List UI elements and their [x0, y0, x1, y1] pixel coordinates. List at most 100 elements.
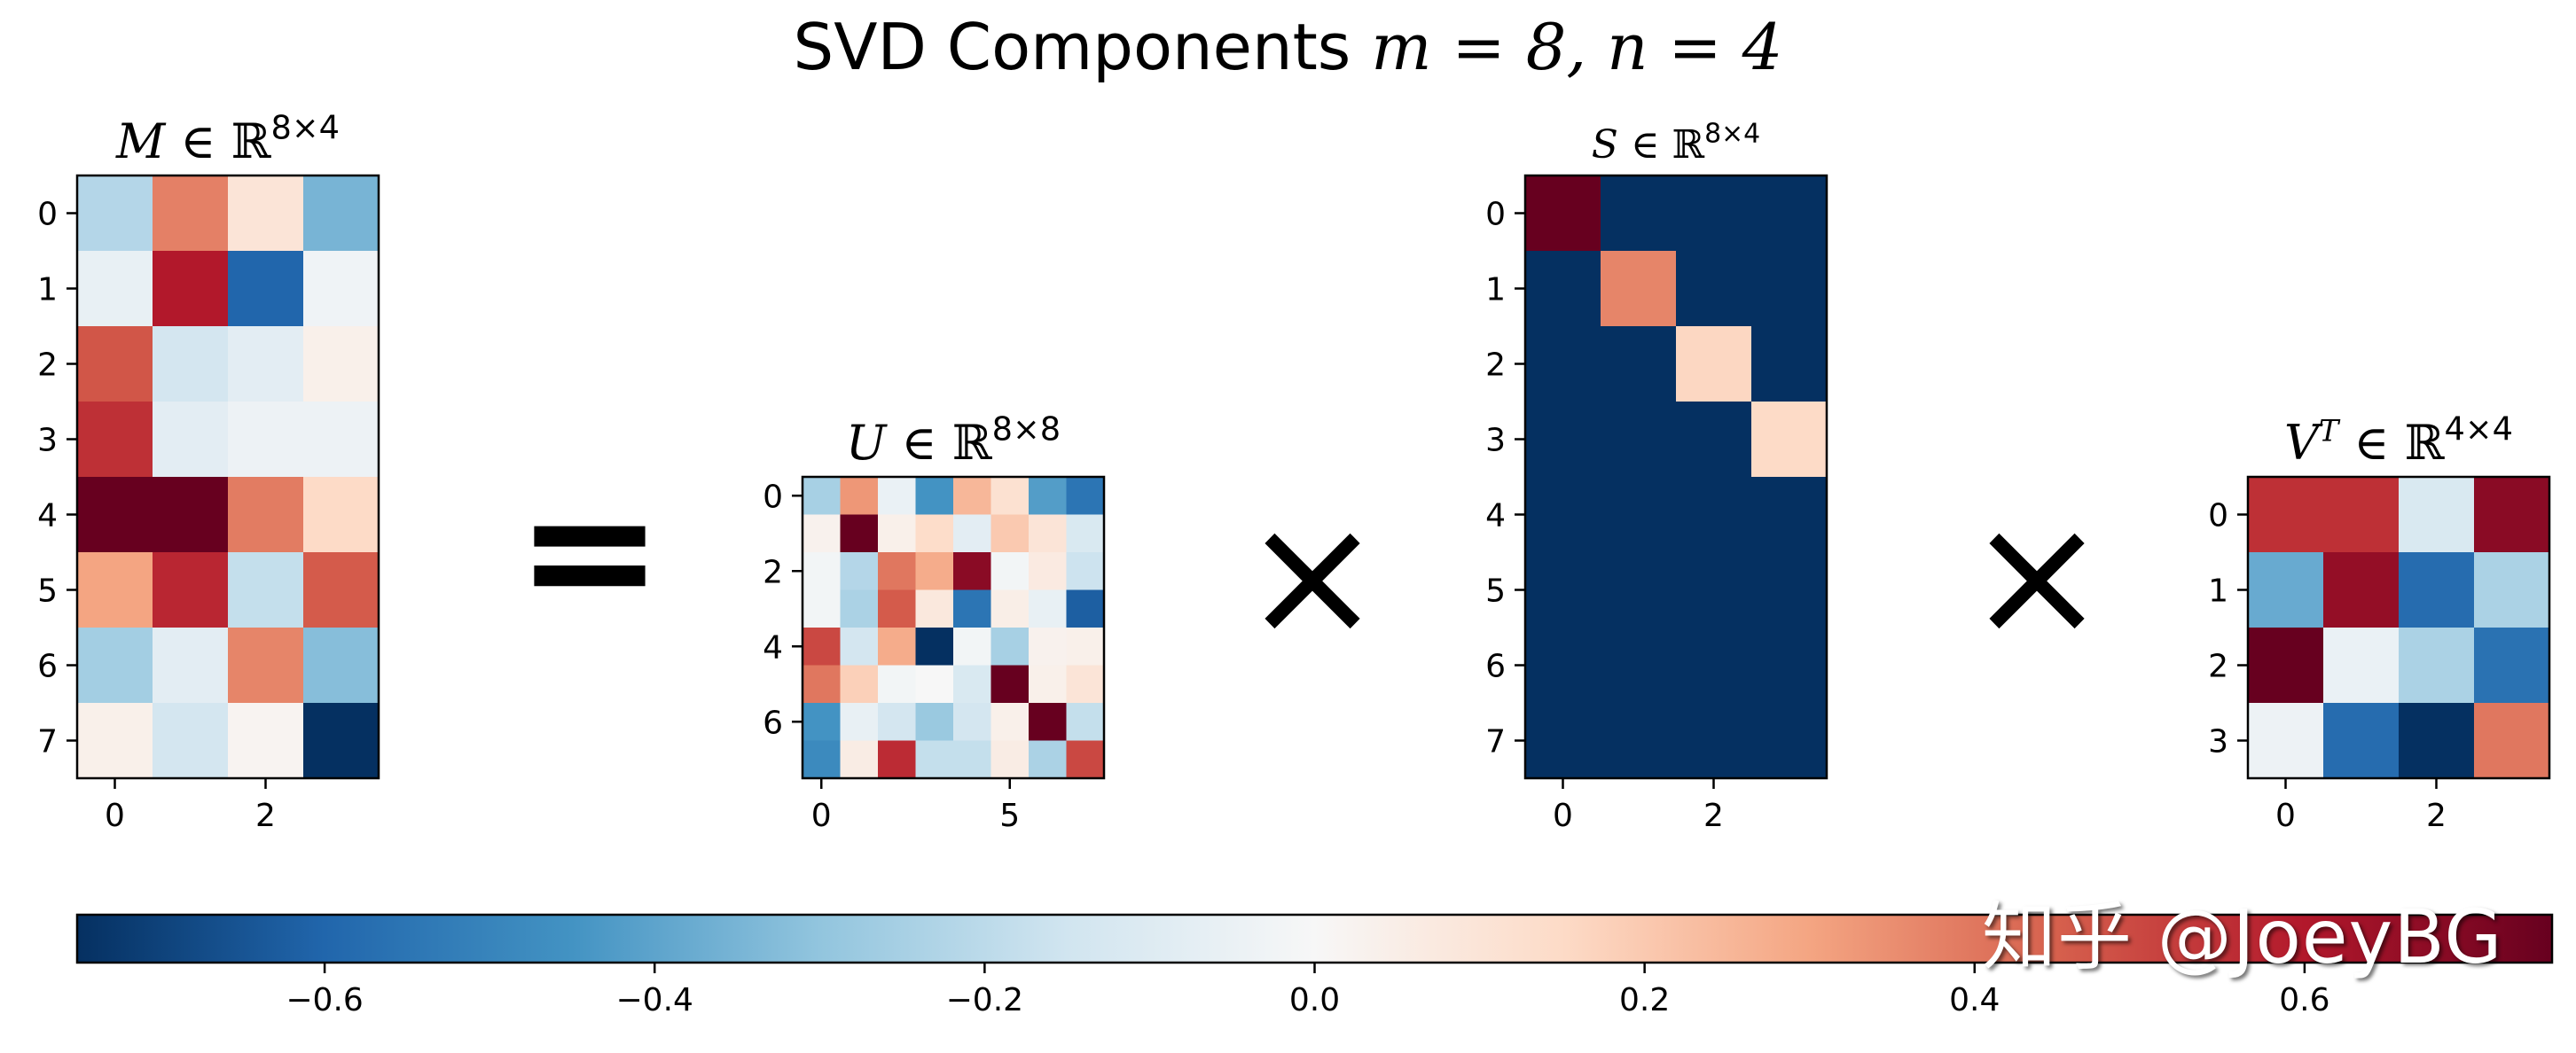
cell-u-6-6 — [1029, 703, 1068, 742]
cell-u-2-2 — [878, 552, 917, 591]
cell-u-7-1 — [840, 740, 879, 779]
ytick-label: 2 — [763, 554, 783, 590]
cell-m-3-3 — [303, 402, 380, 478]
cell-vt-1-1 — [2323, 552, 2400, 628]
cell-m-4-2 — [228, 477, 304, 553]
cell-s-6-1 — [1601, 628, 1677, 704]
cell-m-4-1 — [153, 477, 229, 553]
cell-u-2-0 — [803, 552, 842, 591]
cell-s-7-1 — [1601, 703, 1677, 779]
ytick-label: 1 — [37, 272, 58, 308]
ytick-label: 6 — [763, 705, 783, 741]
cell-s-2-2 — [1676, 326, 1752, 402]
cell-vt-0-1 — [2323, 477, 2400, 553]
cell-u-4-4 — [953, 628, 992, 667]
cell-u-0-2 — [878, 477, 917, 516]
cell-u-7-7 — [1066, 740, 1105, 779]
cell-vt-3-2 — [2399, 703, 2475, 779]
cell-u-6-1 — [840, 703, 879, 742]
cell-vt-2-2 — [2399, 628, 2475, 704]
cell-m-1-1 — [153, 251, 229, 327]
cell-u-3-1 — [840, 589, 879, 628]
colorbar-tick-label: 0.6 — [2279, 982, 2329, 1018]
ytick-label: 2 — [37, 347, 58, 384]
ytick-label: 5 — [1485, 573, 1506, 610]
heatmap-vt: 0 1 2 3 0 2 VT ∈ ℝ4×4 — [2208, 410, 2551, 834]
cell-s-1-1 — [1601, 251, 1677, 327]
colorbar-gradient-bar — [77, 915, 2552, 963]
xtick-label: 0 — [105, 798, 125, 834]
cell-vt-0-2 — [2399, 477, 2475, 553]
cell-u-1-5 — [990, 514, 1030, 553]
ytick-label: 3 — [2208, 724, 2228, 760]
cell-u-1-1 — [840, 514, 879, 553]
cell-m-7-0 — [77, 703, 153, 779]
cell-u-4-0 — [803, 628, 842, 667]
colorbar-tick-label: −0.6 — [286, 982, 363, 1018]
cell-u-4-3 — [915, 628, 954, 667]
cell-u-6-3 — [915, 703, 954, 742]
cell-u-1-0 — [803, 514, 842, 553]
cell-m-1-2 — [228, 251, 304, 327]
cell-vt-3-0 — [2248, 703, 2324, 779]
ytick-label: 7 — [37, 724, 58, 760]
cell-u-2-4 — [953, 552, 992, 591]
cell-u-7-0 — [803, 740, 842, 779]
cell-vt-3-1 — [2323, 703, 2400, 779]
cell-m-7-3 — [303, 703, 380, 779]
cell-u-2-1 — [840, 552, 879, 591]
cell-vt-0-3 — [2474, 477, 2550, 553]
ytick-label: 3 — [37, 423, 58, 459]
ytick-label: 0 — [763, 479, 783, 515]
cell-s-4-2 — [1676, 477, 1752, 553]
cell-u-0-0 — [803, 477, 842, 516]
cell-u-2-7 — [1066, 552, 1105, 591]
panel-title-m: M ∈ ℝ8×4 — [115, 108, 340, 169]
cell-u-3-2 — [878, 589, 917, 628]
cell-s-3-1 — [1601, 402, 1677, 478]
cell-u-5-4 — [953, 665, 992, 704]
ytick-label: 2 — [2208, 649, 2228, 685]
chart-title-prefix: SVD Components — [793, 10, 1372, 84]
chart-title-math: m = 8, n = 4 — [1371, 10, 1783, 84]
ytick-label: 5 — [37, 573, 58, 610]
cell-vt-2-1 — [2323, 628, 2400, 704]
cell-vt-2-3 — [2474, 628, 2550, 704]
cell-m-3-2 — [228, 402, 304, 478]
cell-s-3-2 — [1676, 402, 1752, 478]
cell-s-1-2 — [1676, 251, 1752, 327]
colorbar-tick-label: −0.2 — [946, 982, 1023, 1018]
cell-m-7-2 — [228, 703, 304, 779]
cell-m-2-3 — [303, 326, 380, 402]
colorbar: −0.6 −0.4 −0.2 0.0 0.2 0.4 0.6 — [75, 913, 2554, 1018]
xtick-label: 5 — [999, 798, 1020, 834]
cell-u-7-3 — [915, 740, 954, 779]
cell-s-7-3 — [1751, 703, 1828, 779]
cell-u-0-4 — [953, 477, 992, 516]
cell-u-6-7 — [1066, 703, 1105, 742]
watermark-text: 知乎 @JoeyBG — [1982, 893, 2503, 980]
cell-u-1-4 — [953, 514, 992, 553]
cell-m-1-3 — [303, 251, 380, 327]
xtick-label: 0 — [1553, 798, 1573, 834]
cell-m-2-1 — [153, 326, 229, 402]
cell-s-7-0 — [1525, 703, 1601, 779]
cell-m-5-1 — [153, 552, 229, 628]
cell-s-0-0 — [1525, 176, 1601, 252]
cell-u-6-2 — [878, 703, 917, 742]
cell-s-1-0 — [1525, 251, 1601, 327]
cell-u-4-6 — [1029, 628, 1068, 667]
cell-u-7-5 — [990, 740, 1030, 779]
ytick-label: 0 — [1485, 197, 1506, 233]
cell-s-5-2 — [1676, 552, 1752, 628]
times-sign-1: × — [1241, 478, 1382, 674]
cell-u-2-5 — [990, 552, 1030, 591]
cell-s-2-3 — [1751, 326, 1828, 402]
cell-m-1-0 — [77, 251, 153, 327]
cell-u-5-7 — [1066, 665, 1105, 704]
chart-title: SVD Components m = 8, n = 4 — [0, 9, 2576, 85]
cell-vt-2-0 — [2248, 628, 2324, 704]
cell-s-2-1 — [1601, 326, 1677, 402]
cell-m-0-1 — [153, 176, 229, 252]
